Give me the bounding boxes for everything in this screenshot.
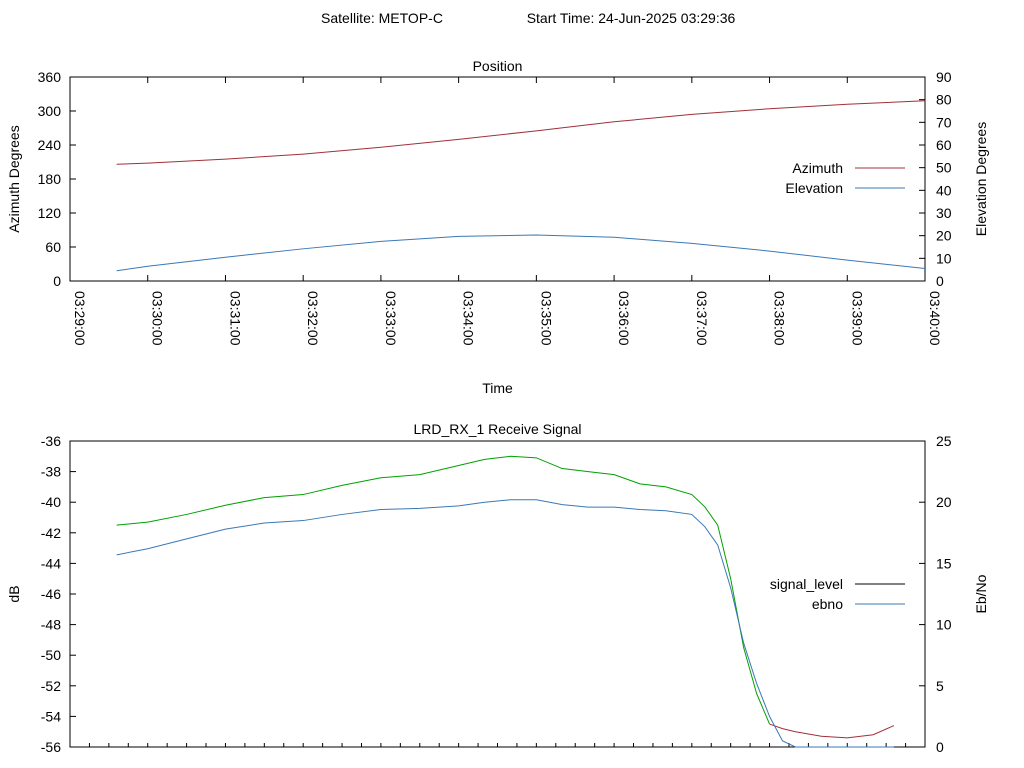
x-tick-label: 03:34:00 xyxy=(461,291,477,346)
x-tick-label: 03:39:00 xyxy=(849,291,865,346)
x-tick-label: 03:30:00 xyxy=(150,291,166,346)
plot-frame xyxy=(69,440,926,748)
legend-label: ebno xyxy=(812,596,843,612)
y-tick-label: 60 xyxy=(45,239,61,255)
start-time-label: Start Time: 24-Jun-2025 03:29:36 xyxy=(527,10,736,26)
y2-tick-label: 60 xyxy=(936,137,952,153)
y2-tick-label: 0 xyxy=(936,739,944,755)
x-tick-label: 03:36:00 xyxy=(616,291,632,346)
x-tick-label: 03:40:00 xyxy=(927,291,943,346)
y2-tick-label: 10 xyxy=(936,617,952,633)
series-line-signal_level-receive xyxy=(116,455,771,725)
y2-tick-label: 90 xyxy=(936,69,952,85)
legend-label: Azimuth xyxy=(792,160,843,176)
y-tick-label: 300 xyxy=(38,103,62,119)
x-tick-label: 03:33:00 xyxy=(383,291,399,346)
y-tick-label: 240 xyxy=(38,137,62,153)
y-tick-label: -56 xyxy=(41,739,61,755)
y2-tick-label: 10 xyxy=(936,250,952,266)
y2-tick-label: 20 xyxy=(936,494,952,510)
x-axis-label: Time xyxy=(482,380,513,396)
y-tick-label: -54 xyxy=(41,708,61,724)
y-tick-label: 360 xyxy=(38,69,62,85)
x-tick-label: 03:37:00 xyxy=(694,291,710,346)
y-tick-label: -48 xyxy=(41,617,61,633)
y2-tick-label: 40 xyxy=(936,182,952,198)
y2-tick-label: 0 xyxy=(936,273,944,289)
y-tick-label: -40 xyxy=(41,494,61,510)
y-tick-label: -50 xyxy=(41,647,61,663)
y2-tick-label: 20 xyxy=(936,228,952,244)
y-axis-label: dB xyxy=(6,585,22,602)
y-tick-label: -38 xyxy=(41,464,61,480)
y2-tick-label: 70 xyxy=(936,114,952,130)
chart-title: Position xyxy=(473,58,523,74)
legend-label: signal_level xyxy=(770,576,843,592)
y2-axis-label: Eb/No xyxy=(973,574,989,613)
series-line-signal_level-tail xyxy=(769,723,895,739)
y-tick-label: 0 xyxy=(53,273,61,289)
y-tick-label: -46 xyxy=(41,586,61,602)
y-tick-label: -52 xyxy=(41,678,61,694)
receive-signal-chart: LRD_RX_1 Receive Signal -56 -54 -52 -50 -48 -4… xyxy=(6,421,989,755)
x-tick-label: 03:31:00 xyxy=(227,291,243,346)
chart-title: LRD_RX_1 Receive Signal xyxy=(413,421,581,437)
x-tick-label: 03:29:00 xyxy=(72,291,88,346)
y-tick-label: -36 xyxy=(41,433,61,449)
y-tick-label: 120 xyxy=(38,205,62,221)
y2-tick-label: 30 xyxy=(936,205,952,221)
y-tick-label: -44 xyxy=(41,555,61,571)
x-tick-label: 03:35:00 xyxy=(538,291,554,346)
y2-tick-label: 50 xyxy=(936,160,952,176)
position-chart: Position 0 60 120 180 240 300 360 0 10 20 30 40 50 60 7… xyxy=(6,58,989,396)
y2-axis-label: Elevation Degrees xyxy=(973,122,989,236)
series-line-Elevation xyxy=(116,234,926,272)
series-line-Azimuth xyxy=(116,100,926,165)
legend-label: Elevation xyxy=(785,180,843,196)
x-tick-label: 03:32:00 xyxy=(305,291,321,346)
x-tick-label: 03:38:00 xyxy=(772,291,788,346)
y2-tick-label: 5 xyxy=(936,678,944,694)
y-tick-label: 180 xyxy=(38,171,62,187)
y-axis-label: Azimuth Degrees xyxy=(6,125,22,232)
series-line-ebno xyxy=(116,499,894,748)
y2-tick-label: 80 xyxy=(936,92,952,108)
y2-tick-label: 25 xyxy=(936,433,952,449)
y2-tick-label: 15 xyxy=(936,555,952,571)
y-tick-label: -42 xyxy=(41,525,61,541)
satellite-label: Satellite: METOP-C xyxy=(321,10,443,26)
